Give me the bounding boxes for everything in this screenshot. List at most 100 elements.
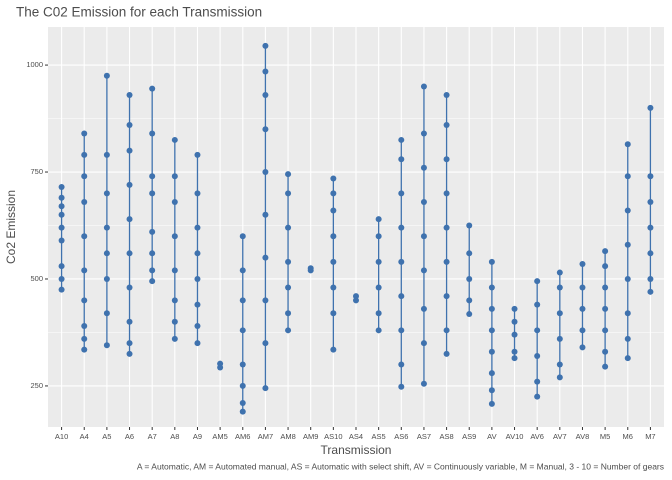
x-tick-label: A9 [193,432,202,441]
point [262,340,269,347]
x-tick-label: A4 [80,432,89,441]
point [81,346,88,353]
x-tick-label: M7 [645,432,655,441]
point [353,297,359,304]
point [398,224,405,231]
point [149,130,156,137]
point [647,250,654,257]
x-tick-label: AS5 [372,432,386,441]
point [375,233,382,240]
point [443,350,450,357]
point [534,352,541,359]
point [602,248,609,255]
point [262,42,269,49]
point [466,222,473,229]
x-tick-label: M5 [600,432,610,441]
point [624,310,631,317]
point [511,348,518,355]
point [262,385,269,392]
point [466,275,473,282]
point [466,297,473,304]
point [420,340,427,347]
point [81,233,88,240]
point [466,250,473,257]
point [58,237,65,244]
point [488,327,495,334]
point [330,175,337,182]
point [443,258,450,265]
point [579,327,586,334]
point [81,151,88,158]
point [149,85,156,92]
point [194,301,201,308]
point [126,147,133,154]
point [330,346,337,353]
y-tick-label: 750 [30,167,43,176]
point [443,224,450,231]
point [103,310,110,317]
point [375,327,382,334]
point [624,141,631,148]
point [239,408,246,415]
point [511,318,518,325]
point [285,224,292,231]
point [398,258,405,265]
point [420,267,427,274]
point [488,284,495,291]
point [488,258,495,265]
point [58,203,65,210]
point [602,327,609,334]
point [307,265,314,272]
point [103,275,110,282]
point [534,301,541,308]
point [330,258,337,265]
point [398,383,405,390]
point [511,331,518,338]
point [171,173,178,180]
point [126,284,133,291]
point [420,83,427,90]
point [330,233,337,240]
point [58,275,65,282]
point [398,293,405,300]
point [534,327,541,334]
point [330,310,337,317]
point [262,126,269,133]
point [420,164,427,171]
point [126,340,133,347]
point [330,207,337,214]
point [239,233,246,240]
point [262,254,269,261]
point [556,269,563,276]
point [239,327,246,334]
point [285,190,292,197]
point [443,156,450,163]
point [262,92,269,99]
point [262,211,269,218]
point [556,361,563,368]
point [126,350,133,357]
point [239,382,246,389]
point [353,293,359,300]
x-tick-label: A6 [125,432,134,441]
point [149,228,156,235]
x-axis-title: Transmission [321,443,392,457]
point [285,327,292,334]
point [239,267,246,274]
point [466,311,473,318]
point [58,224,65,231]
point [647,275,654,282]
point [149,190,156,197]
point [58,184,65,190]
x-tick-label: A8 [170,432,179,441]
point [194,151,201,158]
point [262,169,269,176]
point [624,335,631,342]
point [624,275,631,282]
y-tick-label: 250 [30,381,43,390]
point [239,361,246,368]
point [624,241,631,248]
point [103,224,110,231]
y-tick-label: 1000 [26,60,43,69]
point [126,250,133,257]
